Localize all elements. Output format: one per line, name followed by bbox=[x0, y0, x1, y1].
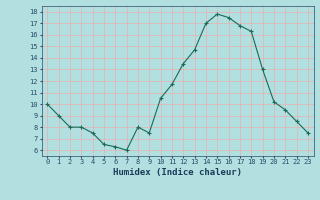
X-axis label: Humidex (Indice chaleur): Humidex (Indice chaleur) bbox=[113, 168, 242, 177]
